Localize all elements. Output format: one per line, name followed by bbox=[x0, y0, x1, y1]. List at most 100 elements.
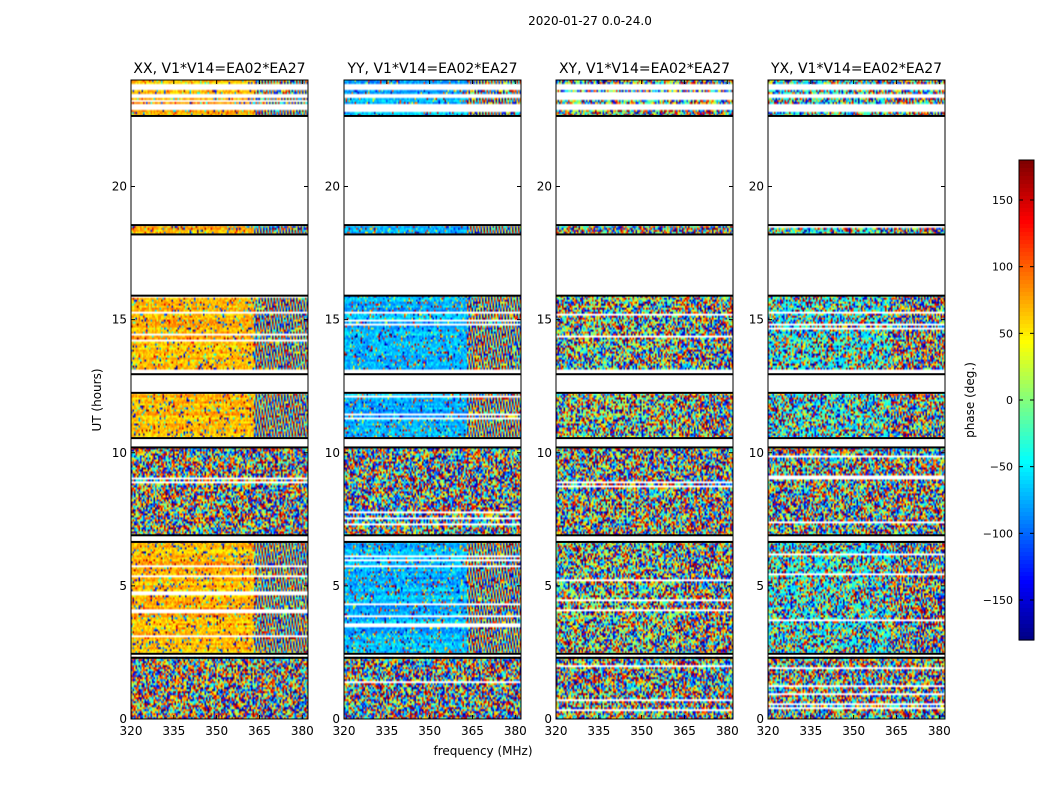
gap-edge-line bbox=[768, 114, 945, 117]
colorbar-segment bbox=[1019, 412, 1034, 417]
colorbar-segment bbox=[1019, 516, 1034, 521]
x-tick-label: 320 bbox=[333, 724, 356, 738]
colorbar-segment bbox=[1019, 420, 1034, 425]
colorbar-segment bbox=[1019, 476, 1034, 481]
x-tick-label: 365 bbox=[248, 724, 271, 738]
colorbar-segment bbox=[1019, 528, 1034, 533]
colorbar-segment bbox=[1019, 400, 1034, 405]
colorbar-segment bbox=[1019, 480, 1034, 485]
x-tick-label: 350 bbox=[842, 724, 865, 738]
y-tick-label: 5 bbox=[756, 579, 764, 593]
colorbar-segment bbox=[1019, 224, 1034, 229]
gap-edge-line bbox=[768, 652, 945, 655]
colorbar-segment bbox=[1019, 204, 1034, 209]
y-tick-label: 5 bbox=[119, 579, 127, 593]
gap-edge-line bbox=[556, 446, 733, 449]
x-tick-label: 380 bbox=[716, 724, 739, 738]
colorbar-segment bbox=[1019, 356, 1034, 361]
colorbar: 150 100 50 0 −50 −100 −150 bbox=[983, 159, 1035, 641]
y-tick-label: 20 bbox=[537, 180, 552, 194]
axes-frame bbox=[555, 79, 734, 720]
panel-3: YX, V1*V14=EA02*EA27 320 335 350 365 380 0 5 10 1… bbox=[749, 61, 951, 738]
gap-edge-line bbox=[344, 114, 521, 117]
colorbar-segment bbox=[1019, 260, 1034, 265]
panel-title: XX, V1*V14=EA02*EA27 bbox=[133, 61, 305, 77]
colorbar-segment bbox=[1019, 296, 1034, 301]
y-tick-label: 15 bbox=[749, 313, 764, 327]
y-tick-label: 5 bbox=[544, 579, 552, 593]
colorbar-segment bbox=[1019, 372, 1034, 377]
gap-edge-line bbox=[344, 540, 521, 543]
colorbar-segment bbox=[1019, 276, 1034, 281]
colorbar-segment bbox=[1019, 252, 1034, 257]
colorbar-segment bbox=[1019, 348, 1034, 353]
colorbar-segment bbox=[1019, 160, 1034, 165]
panel-title: XY, V1*V14=EA02*EA27 bbox=[559, 61, 730, 77]
colorbar-segment bbox=[1019, 220, 1034, 225]
colorbar-segment bbox=[1019, 184, 1034, 189]
gap-edge-line bbox=[768, 294, 945, 297]
y-tick-label: 20 bbox=[325, 180, 340, 194]
gap-edge-line bbox=[768, 534, 945, 537]
panel-title: YY, V1*V14=EA02*EA27 bbox=[346, 61, 517, 77]
colorbar-segment bbox=[1019, 208, 1034, 213]
colorbar-segment bbox=[1019, 568, 1034, 573]
y-tick-label: 10 bbox=[112, 446, 127, 460]
panel-title: YX, V1*V14=EA02*EA27 bbox=[770, 61, 942, 77]
colorbar-segment bbox=[1019, 620, 1034, 625]
y-tick-label: 15 bbox=[112, 313, 127, 327]
colorbar-segment bbox=[1019, 340, 1034, 345]
colorbar-segment bbox=[1019, 292, 1034, 297]
colorbar-segment bbox=[1019, 456, 1034, 461]
colorbar-tick-label: −50 bbox=[990, 461, 1013, 474]
colorbar-segment bbox=[1019, 344, 1034, 349]
gap-edge-line bbox=[768, 373, 945, 376]
colorbar-segment bbox=[1019, 244, 1034, 249]
colorbar-segment bbox=[1019, 300, 1034, 305]
gap-edge-line bbox=[131, 373, 308, 376]
colorbar-segment bbox=[1019, 552, 1034, 557]
colorbar-segment bbox=[1019, 436, 1034, 441]
x-tick-label: 350 bbox=[205, 724, 228, 738]
colorbar-segment bbox=[1019, 212, 1034, 217]
colorbar-segment bbox=[1019, 200, 1034, 205]
colorbar-segment bbox=[1019, 632, 1034, 637]
colorbar-segment bbox=[1019, 560, 1034, 565]
colorbar-segment bbox=[1019, 192, 1034, 197]
y-tick-label: 10 bbox=[537, 446, 552, 460]
gap-edge-line bbox=[768, 224, 945, 227]
colorbar-segment bbox=[1019, 540, 1034, 545]
panel-2: XY, V1*V14=EA02*EA27 320 335 350 365 380 0 5 10 1… bbox=[537, 61, 739, 738]
y-tick-label: 0 bbox=[119, 712, 127, 726]
colorbar-segment bbox=[1019, 352, 1034, 357]
phase-heatmap bbox=[556, 80, 733, 719]
x-tick-label: 380 bbox=[504, 724, 527, 738]
x-tick-label: 320 bbox=[545, 724, 568, 738]
colorbar-segment bbox=[1019, 288, 1034, 293]
gap-edge-line bbox=[131, 294, 308, 297]
colorbar-segment bbox=[1019, 248, 1034, 253]
colorbar-segment bbox=[1019, 596, 1034, 601]
y-axis-label: UT (hours) bbox=[90, 368, 104, 431]
y-tick-label: 15 bbox=[325, 313, 340, 327]
colorbar-segment bbox=[1019, 236, 1034, 241]
gap-edge-line bbox=[556, 540, 733, 543]
phase-heatmap bbox=[344, 80, 521, 719]
x-axis-label: frequency (MHz) bbox=[433, 744, 532, 758]
colorbar-segment bbox=[1019, 580, 1034, 585]
colorbar-tick-label: −150 bbox=[983, 594, 1013, 607]
colorbar-segment bbox=[1019, 536, 1034, 541]
gap-edge-line bbox=[768, 446, 945, 449]
colorbar-segment bbox=[1019, 452, 1034, 457]
colorbar-segment bbox=[1019, 520, 1034, 525]
gap-edge-line bbox=[556, 534, 733, 537]
axes-frame bbox=[767, 79, 946, 720]
colorbar-segment bbox=[1019, 268, 1034, 273]
x-tick-label: 335 bbox=[587, 724, 610, 738]
colorbar-segment bbox=[1019, 464, 1034, 469]
panels-group: XX, V1*V14=EA02*EA27 320 335 350 365 380 0 5 10 1… bbox=[112, 61, 951, 738]
y-tick-label: 0 bbox=[544, 712, 552, 726]
x-tick-label: 320 bbox=[120, 724, 143, 738]
gap-edge-line bbox=[344, 534, 521, 537]
